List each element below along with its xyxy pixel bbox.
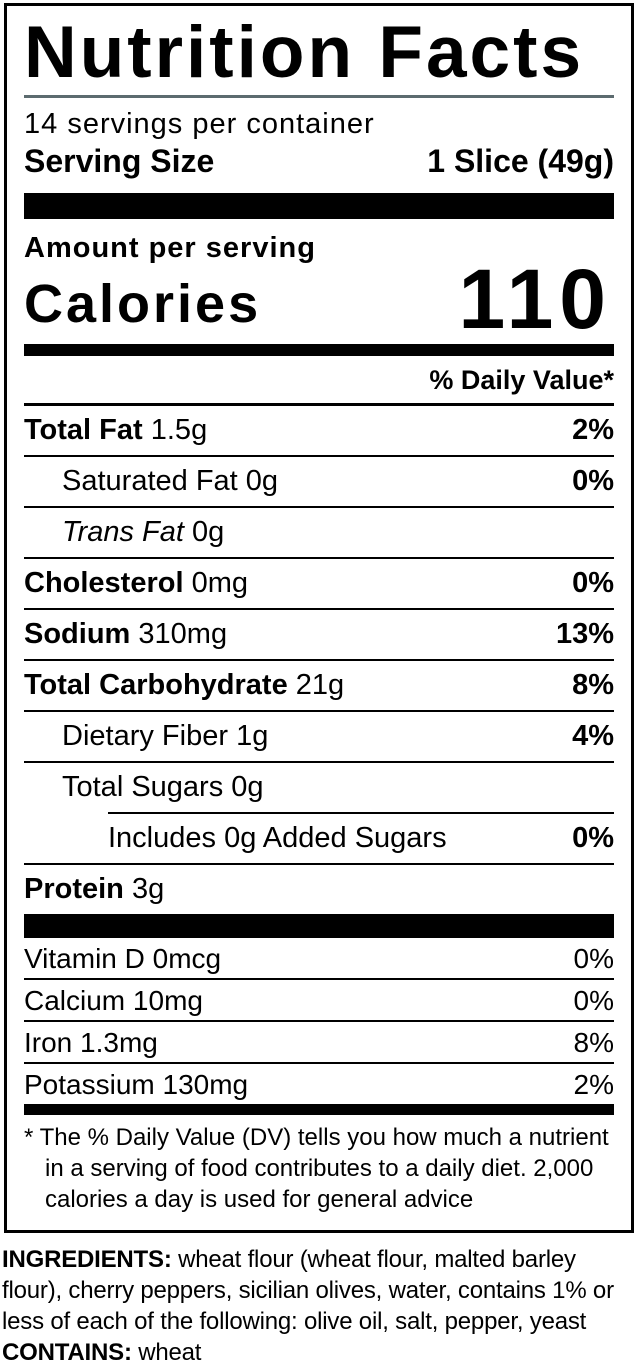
calories-row: Calories 110 [24,252,614,346]
nutrient-row-total-fat: Total Fat 1.5g 2% [24,406,614,458]
daily-value-footnote: * The % Daily Value (DV) tells you how m… [24,1122,614,1215]
serving-size-value: 1 Slice (49g) [427,143,614,179]
nutrient-name: Total Sugars [62,771,224,804]
nutrient-name: Saturated Fat [62,465,238,498]
nutrient-row-total-sugars: Total Sugars 0g [24,763,614,812]
micronutrient-dv: 0% [573,985,614,1017]
nutrient-amount: 1.5g [150,414,208,447]
nutrient-row-cholesterol: Cholesterol 0mg 0% [24,559,614,611]
micronutrient-row-vitamin-d: Vitamin D 0mcg 0% [24,938,614,981]
nutrient-row-dietary-fiber: Dietary Fiber 1g 4% [24,712,614,764]
micronutrient-amount: 10mg [132,985,203,1017]
nutrient-row-trans-fat: Trans Fat 0g [24,508,614,560]
micronutrient-amount: 0mcg [152,943,222,975]
amount-per-serving-label: Amount per serving [24,232,316,264]
nutrient-dv: 0% [572,822,614,855]
footnote-marker: * [24,1124,34,1152]
nutrient-dv: 8% [572,669,614,702]
nutrient-row-sodium: Sodium 310mg 13% [24,610,614,662]
daily-value-rule [24,403,614,407]
nutrient-dv: 13% [555,618,614,651]
ingredients-list: wheat flour (wheat flour, malted barley … [2,1246,614,1335]
micronutrient-amount: 1.3mg [80,1027,158,1059]
micronutrient-name: Vitamin D [24,943,145,975]
micronutrient-row-calcium: Calcium 10mg 0% [24,980,614,1023]
daily-value-header: % Daily Value* [429,365,614,396]
nutrient-amount: 0mg [191,567,249,600]
medium-separator-bar [24,344,614,357]
nutrient-name: Trans Fat [62,516,184,549]
micronutrient-dv: 2% [573,1069,614,1101]
nutrition-facts-panel: Nutrition Facts 14 servings per containe… [4,3,634,1233]
title-divider [24,95,614,98]
ingredients-statement: INGREDIENTS: wheat flour (wheat flour, m… [2,1244,637,1368]
micronutrient-name: Calcium [24,985,126,1017]
micronutrient-dv: 0% [573,943,614,975]
servings-per-container: 14 servings per container [24,108,375,140]
contains-heading: CONTAINS: [2,1339,132,1366]
ingredients-heading: INGREDIENTS: [2,1246,172,1273]
micronutrient-row-potassium: Potassium 130mg 2% [24,1064,614,1107]
thick-separator-bar [24,193,614,219]
contains-value: wheat [131,1339,202,1366]
micronutrient-name: Potassium [24,1069,155,1101]
nutrient-amount: 21g [295,669,345,702]
footnote-text: The % Daily Value (DV) tells you how muc… [39,1124,609,1214]
nutrient-amount: 1g [236,720,269,753]
nutrient-amount: 3g [131,873,165,906]
nutrient-dv: 0% [572,465,614,498]
nutrient-amount: 310mg [138,618,228,651]
micronutrient-row-iron: Iron 1.3mg 8% [24,1022,614,1065]
nutrient-row-total-carbohydrate: Total Carbohydrate 21g 8% [24,661,614,713]
nutrient-amount: 0g [192,516,225,549]
micronutrient-dv: 8% [573,1027,614,1059]
nutrient-row-protein: Protein 3g [24,865,614,914]
nutrient-amount: 0g [231,771,264,804]
nutrient-name: Total Carbohydrate [24,669,288,702]
calories-label: Calories [24,274,262,335]
micronutrient-amount: 130mg [162,1069,249,1101]
nutrient-dv: 0% [572,567,614,600]
indented-separator-rule [108,812,614,815]
nutrient-name: Sodium [24,618,131,651]
calories-value: 110 [458,252,612,346]
serving-size-row: Serving Size 1 Slice (49g) [24,143,614,180]
medium-separator-bar [24,1106,614,1116]
nutrient-dv: 4% [572,720,614,753]
nutrient-row-saturated-fat: Saturated Fat 0g 0% [24,457,614,509]
micronutrient-name: Iron [24,1027,73,1059]
thick-separator-bar [24,914,614,939]
nutrient-amount: 0g [245,465,279,498]
nutrient-name: Includes 0g Added Sugars [108,822,447,855]
nutrient-name: Total Fat [24,414,143,447]
nutrient-name: Dietary Fiber [62,720,228,753]
panel-title: Nutrition Facts [24,12,585,93]
nutrient-name: Protein [24,873,124,906]
nutrient-row-added-sugars: Includes 0g Added Sugars 0% [24,814,614,866]
nutrient-dv: 2% [572,414,614,447]
nutrient-name: Cholesterol [24,567,184,600]
serving-size-label: Serving Size [24,143,215,179]
